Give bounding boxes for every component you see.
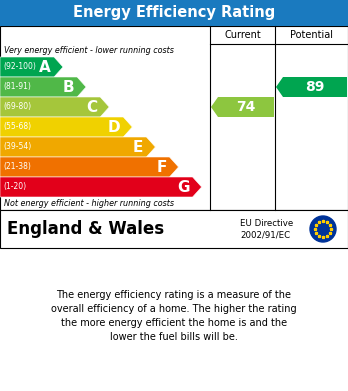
Bar xyxy=(0,210,348,248)
Text: EU Directive
2002/91/EC: EU Directive 2002/91/EC xyxy=(240,219,293,239)
Text: (39-54): (39-54) xyxy=(3,142,31,151)
Polygon shape xyxy=(0,177,201,197)
Text: Very energy efficient - lower running costs: Very energy efficient - lower running co… xyxy=(4,46,174,55)
Text: (55-68): (55-68) xyxy=(3,122,31,131)
Circle shape xyxy=(310,216,336,242)
Text: Current: Current xyxy=(224,30,261,40)
Bar xyxy=(0,26,348,210)
Text: (92-100): (92-100) xyxy=(3,63,36,72)
Polygon shape xyxy=(0,57,63,77)
Text: The energy efficiency rating is a measure of the
overall efficiency of a home. T: The energy efficiency rating is a measur… xyxy=(51,291,297,343)
Text: (69-80): (69-80) xyxy=(3,102,31,111)
Polygon shape xyxy=(0,157,179,177)
Polygon shape xyxy=(211,97,274,117)
Text: Potential: Potential xyxy=(290,30,333,40)
Text: Not energy efficient - higher running costs: Not energy efficient - higher running co… xyxy=(4,199,174,208)
Text: E: E xyxy=(133,140,143,154)
Polygon shape xyxy=(0,137,156,157)
Text: (21-38): (21-38) xyxy=(3,163,31,172)
Text: Energy Efficiency Rating: Energy Efficiency Rating xyxy=(73,5,275,20)
Text: 74: 74 xyxy=(236,100,256,114)
Polygon shape xyxy=(0,117,132,137)
Text: (1-20): (1-20) xyxy=(3,183,26,192)
Text: (81-91): (81-91) xyxy=(3,83,31,91)
Polygon shape xyxy=(0,77,86,97)
Text: B: B xyxy=(63,79,74,95)
Text: A: A xyxy=(39,59,51,75)
Polygon shape xyxy=(0,97,109,117)
Text: 89: 89 xyxy=(305,80,325,94)
Text: G: G xyxy=(177,179,190,194)
Polygon shape xyxy=(276,77,347,97)
Bar xyxy=(0,0,348,26)
Text: F: F xyxy=(156,160,166,174)
Text: D: D xyxy=(108,120,120,135)
Text: England & Wales: England & Wales xyxy=(7,220,164,238)
Text: C: C xyxy=(86,99,97,115)
